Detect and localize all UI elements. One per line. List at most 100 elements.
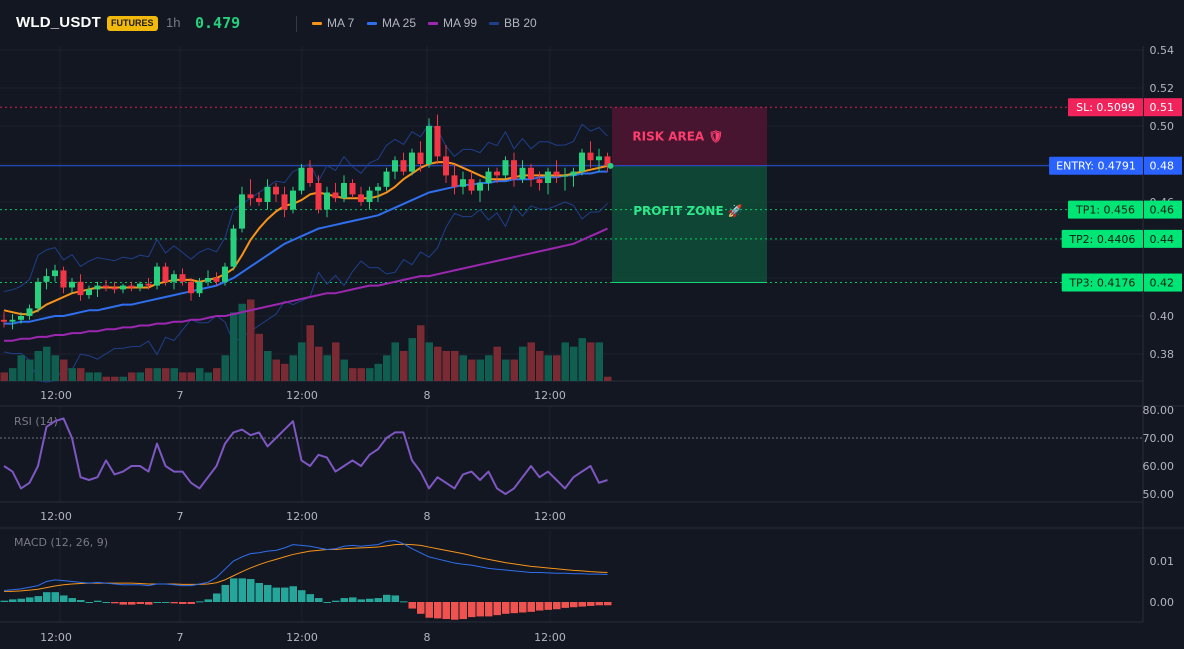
volume-bar (26, 359, 34, 381)
candle-body (375, 186, 381, 191)
volume-bar (51, 355, 59, 381)
volume-bar (366, 368, 374, 381)
candle-body (230, 228, 237, 267)
candle-body (587, 152, 594, 161)
legend-ma25-label: MA 25 (382, 16, 417, 30)
macd-histogram-bar (468, 602, 476, 618)
volume-bar (442, 350, 450, 381)
macd-histogram-bar (43, 592, 51, 602)
volume-bar (34, 350, 42, 381)
candle-body (485, 171, 492, 183)
macd-histogram-bar (561, 602, 569, 608)
candle-body (256, 198, 262, 202)
bollinger-upper (3, 123, 608, 292)
macd-histogram-bar (170, 602, 178, 604)
macd-histogram-bar (34, 596, 42, 602)
macd-histogram-bar (94, 600, 102, 602)
legend-ma99[interactable]: MA 99 (428, 16, 477, 30)
legend-ma99-swatch (428, 21, 438, 25)
volume-bar (485, 355, 493, 381)
candle-body (604, 156, 611, 166)
candle-body (443, 156, 449, 176)
candle-body (477, 183, 483, 191)
volume-bar (119, 376, 127, 381)
macd-histogram-bar (128, 602, 136, 605)
macd-histogram-bar (400, 601, 408, 603)
ma99-line (4, 227, 608, 342)
candle-body (281, 194, 288, 210)
candle-body (273, 186, 279, 195)
volume-bar (323, 355, 331, 381)
legend-bb20[interactable]: BB 20 (489, 16, 537, 30)
macd-histogram-bar (111, 602, 119, 604)
volume-bar (332, 342, 340, 381)
symbol-name[interactable]: WLD_USDT (16, 14, 101, 31)
x-axis-label: 12:00 (534, 510, 566, 523)
legend-ma7[interactable]: MA 7 (312, 16, 354, 30)
macd-signal-line (4, 543, 608, 592)
level-axis-value-tp2: 0.44 (1150, 233, 1175, 246)
candle-body (103, 285, 109, 288)
profit-zone-label: PROFIT ZONE 🚀 (633, 204, 743, 218)
macd-histogram-bar (77, 600, 85, 602)
macd-tick-label: 0.00 (1150, 596, 1175, 609)
candle-body (545, 171, 551, 183)
macd-histogram-bar (570, 602, 578, 608)
legend-ma25[interactable]: MA 25 (367, 16, 416, 30)
macd-histogram-bar (196, 601, 204, 603)
volume-bar (340, 359, 348, 381)
price-tick-label: 0.38 (1150, 348, 1175, 361)
candle-body (86, 289, 92, 296)
level-axis-badge-tp1 (1144, 200, 1182, 219)
volume-bar (536, 350, 544, 381)
macd-histogram-bar (536, 602, 544, 611)
x-axis-label: 8 (424, 389, 431, 402)
candle-body (315, 183, 322, 210)
legend-bb20-swatch (489, 21, 499, 25)
candle-body (213, 278, 220, 282)
macd-histogram-bar (153, 602, 161, 603)
rsi-tick-label: 60.00 (1143, 460, 1175, 473)
volume-bar (595, 342, 603, 381)
volume-bar (587, 342, 595, 381)
candle-body (43, 276, 50, 282)
level-axis-value-entry: 0.48 (1150, 160, 1175, 173)
volume-bar (281, 363, 289, 381)
macd-histogram-bar (323, 602, 331, 603)
candle-body (196, 281, 203, 294)
candle-body (579, 152, 585, 172)
candle-body (1, 319, 7, 322)
macd-histogram-bar (162, 602, 170, 603)
macd-histogram-bar (485, 602, 493, 617)
candle-body (417, 152, 424, 164)
volume-bar (94, 372, 102, 381)
candle-body (460, 179, 466, 187)
macd-histogram-bar (264, 584, 272, 602)
bollinger-lower (3, 201, 608, 383)
macd-histogram-bar (213, 593, 221, 602)
candle-body (77, 281, 84, 296)
candle-body (179, 274, 186, 282)
candle-body (536, 179, 543, 183)
volume-bar (85, 372, 93, 381)
timeframe-selector[interactable]: 1h (166, 15, 181, 30)
profit-zone-box (612, 165, 767, 283)
volume-bar (264, 350, 272, 381)
macd-histogram-bar (51, 592, 59, 602)
level-tag-tp3 (1061, 273, 1143, 292)
volume-bar (43, 346, 51, 381)
volume-bar (230, 312, 238, 381)
macd-histogram-bar (60, 595, 68, 602)
volume-bar (77, 368, 85, 381)
macd-histogram-bar (519, 602, 527, 613)
volume-bar (578, 338, 586, 381)
volume-bar (298, 342, 306, 381)
volume-bar (417, 325, 425, 381)
volume-bar (187, 372, 195, 381)
rsi-tick-label: 80.00 (1143, 404, 1175, 417)
x-axis-label: 8 (424, 631, 431, 644)
macd-histogram-bar (238, 578, 246, 602)
candle-body (18, 316, 24, 320)
volume-bar (247, 299, 255, 381)
